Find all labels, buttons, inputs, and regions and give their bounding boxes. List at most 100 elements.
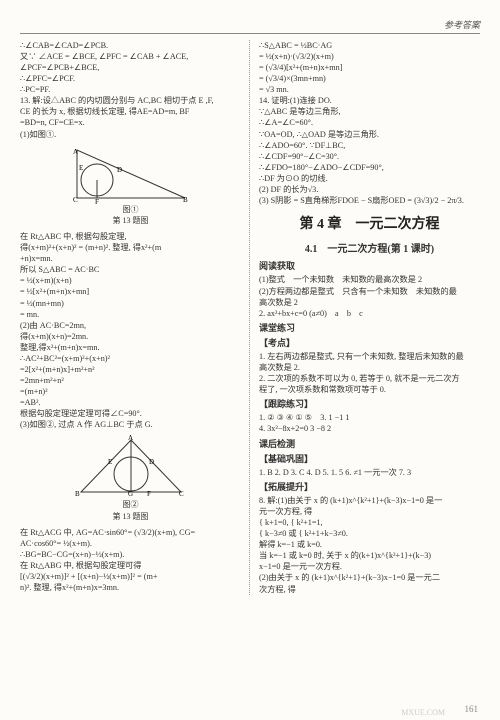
r1-9: ∴∠ADO=60°. ∵DF⊥BC, (259, 140, 480, 151)
subhead-tuozhan: 【拓展提升】 (259, 481, 480, 493)
svg-text:A: A (128, 434, 133, 442)
r6-6: x−1=0 是一元一次方程. (259, 561, 480, 572)
l2-14: =(m+n)² (20, 386, 241, 397)
r1-2: = (√3/4)[x²+(m+n)x+mn] (259, 62, 480, 73)
r1-3: = (√3/4)×(3mn+mn) (259, 73, 480, 84)
r3-1: 高次数是 2. (259, 362, 480, 373)
l2-13: =2mn+m²+n² (20, 375, 241, 386)
l2-1: 得(x+m)²+(x+n)² = (m+n)². 整理, 得x²+(m (20, 242, 241, 253)
r6-2: { k+1=0, { k²+1=1, (259, 517, 480, 528)
l3-4: [(√3/2)(x+m)]² + [(x+n)−½(x+m)]² = (m+ (20, 571, 241, 582)
page-number: 161 (465, 704, 479, 714)
r6-4: 解得 k=−1 或 k=0. (259, 539, 480, 550)
figure-2-label: 图② (20, 500, 241, 511)
figure-1-caption: 第 13 题图 (20, 216, 241, 227)
l3-2: ∴BG=BC−CG=(x+n)−½(x+m). (20, 549, 241, 560)
subhead-jichu: 【基础巩固】 (259, 453, 480, 465)
watermark: MXUE.COM (401, 708, 445, 717)
l3-1: AC·cos60°= ½(x+m). (20, 538, 241, 549)
section-title: 4.1 一元二次方程(第 1 课时) (259, 243, 480, 257)
r3-3: 程了, 一次项系数和常数项可等于 0. (259, 384, 480, 395)
svg-text:D: D (117, 166, 122, 174)
r6-3: { k−3≠0 或 { k²+1+k−3≠0. (259, 528, 480, 539)
r5-0: 1. B 2. D 3. C 4. D 5. 1. 5 6. ≠1 一元一次 7… (259, 467, 480, 478)
figure-1: A C B F E D 图① 第 13 题图 (20, 144, 241, 228)
l1-4: ∴PC=PF. (20, 84, 241, 95)
svg-text:F: F (147, 490, 151, 498)
l3-3: 在 Rt△ABG 中, 根据勾股定理可得 (20, 560, 241, 571)
r1-8: ∵OA=OD, ∴△OAD 是等边三角形. (259, 129, 480, 140)
r3-2: 2. 二次项的系数不可以为 0, 若等于 0, 就不是一元二次方 (259, 373, 480, 384)
r3-0: 1. 左右两边都是整式, 只有一个未知数, 整理后未知数的最 (259, 351, 480, 362)
r2-1: (2)方程两边都是整式 只含有一个未知数 未知数的最 (259, 286, 480, 297)
l2-0: 在 Rt△ABC 中, 根据勾股定理, (20, 231, 241, 242)
l1-3: ∴∠PFC=∠PCF. (20, 73, 241, 84)
r1-0: ∴S△ABC = ½BC·AG (259, 40, 480, 51)
r2-2: 高次数是 2 (259, 297, 480, 308)
l2-6: = ½(mn+mn) (20, 298, 241, 309)
svg-text:D: D (149, 458, 154, 466)
l2-17: (3)如图②, 过点 A 作 AG⊥BC 于点 G. (20, 419, 241, 430)
r2-3: 2. ax²+bx+c=0 (a≠0) a b c (259, 308, 480, 319)
page: 参考答案 ∴∠CAB=∠CAD=∠PCB. 又∵ ∠ACE = ∠BCE, ∠P… (0, 0, 500, 720)
svg-text:C: C (179, 490, 184, 498)
r1-10: ∴∠CDF=90°−∠C=30°. (259, 151, 480, 162)
r6-7: (2)由关于 x 的 (k+1)x^{k²+1}+(k−3)x−1=0 是一元二 (259, 572, 480, 583)
r1-13: (2) DF 的长为√3. (259, 184, 480, 195)
l2-8: (2)由 AC·BC=2mn, (20, 320, 241, 331)
l2-12: =2[x²+(m+n)x]+m²+n² (20, 364, 241, 375)
l2-11: ∴AC²+BC²=(x+m)²+(x+n)² (20, 353, 241, 364)
l1-2: ∠PCF=∠PCB+∠BCE, (20, 62, 241, 73)
subhead-reading: 阅读获取 (259, 260, 480, 272)
subhead-kaodian: 【考点】 (259, 337, 480, 349)
l2-15: =AB². (20, 397, 241, 408)
l2-16: 根据勾股定理逆定理可得∠C=90°. (20, 408, 241, 419)
l2-10: 整理,得x²+(m+n)x=mn. (20, 342, 241, 353)
l1-5: 13. 解:设△ABC 的内切圆分别与 AC,BC 相切于点 E ,F, (20, 95, 241, 106)
svg-text:E: E (108, 458, 112, 466)
r1-5: 14. 证明:(1)连接 DO. (259, 95, 480, 106)
l2-7: = mn. (20, 309, 241, 320)
svg-text:B: B (183, 196, 188, 204)
l2-5: = ½[x²+(m+n)x+mn] (20, 286, 241, 297)
r1-12: ∴DF 为⊙O 的切线. (259, 173, 480, 184)
l1-7: =BD=n, CF=CE=x. (20, 117, 241, 128)
r6-8: 次方程, 得 (259, 584, 480, 595)
l2-4: = ½(x+m)(x+n) (20, 275, 241, 286)
svg-text:F: F (95, 198, 99, 204)
right-column: ∴S△ABC = ½BC·AG = ½(x+n)·(√3/2)(x+m) = (… (251, 40, 480, 595)
header-label: 参考答案 (444, 20, 480, 30)
r1-11: ∴∠FDO=180°−∠ADO−∠CDF=90°, (259, 162, 480, 173)
l2-2: +n)x=mn. (20, 253, 241, 264)
figure-2: A B C E D F G 图② 第 13 题图 (20, 434, 241, 523)
r1-1: = ½(x+n)·(√3/2)(x+m) (259, 51, 480, 62)
svg-text:B: B (75, 490, 80, 498)
subhead-genzong: 【跟踪练习】 (259, 398, 480, 410)
l2-9: 得(x+m)(x+n)=2mn. (20, 331, 241, 342)
subhead-after: 课后检测 (259, 438, 480, 450)
r1-4: = √3 mn. (259, 84, 480, 95)
r6-0: 8. 解:(1)由关于 x 的 (k+1)x^{k²+1}+(k−3)x−1=0… (259, 495, 480, 506)
r4-0: 1. ② ③ ④ ① ⑤ 3. 1 −1 1 (259, 412, 480, 423)
r1-6: ∵△ABC 是等边三角形, (259, 106, 480, 117)
figure-2-caption: 第 13 题图 (20, 512, 241, 523)
l2-3: 所以 S△ABC = AC·BC (20, 264, 241, 275)
r1-14: (3) S阴影 = S直角梯形FDOE − S扇形OED = (3√3)/2 −… (259, 195, 480, 206)
l1-1: 又∵ ∠ACE = ∠BCE, ∠PFC = ∠CAB + ∠ACE, (20, 51, 241, 62)
l1-6: CE 的长为 x, 根据切线长定理, 得AE=AD=m, BF (20, 106, 241, 117)
r6-5: 当 k=−1 或 k=0 时, 关于 x 的(k+1)x^{k²+1}+(k−3… (259, 550, 480, 561)
chapter-title: 第 4 章 一元二次方程 (259, 216, 480, 235)
svg-text:C: C (73, 196, 78, 204)
r2-0: (1)整式 一个未知数 未知数的最高次数是 2 (259, 274, 480, 285)
l3-5: n)². 整理, 得x²+(m+n)x=3mn. (20, 582, 241, 593)
l3-0: 在 Rt△ACG 中, AG=AC·sin60°= (√3/2)(x+m), C… (20, 527, 241, 538)
page-header: 参考答案 (20, 18, 480, 34)
figure-1-label: 图① (20, 205, 241, 216)
triangle-circle-2-icon: A B C E D F G (71, 434, 191, 499)
r6-1: 元一次方程, 得 (259, 506, 480, 517)
svg-text:E: E (79, 164, 83, 172)
r4-1: 4. 3x²−8x+2=0 3 −8 2 (259, 423, 480, 434)
svg-text:A: A (73, 148, 78, 156)
columns: ∴∠CAB=∠CAD=∠PCB. 又∵ ∠ACE = ∠BCE, ∠PFC = … (20, 40, 480, 595)
l1-0: ∴∠CAB=∠CAD=∠PCB. (20, 40, 241, 51)
